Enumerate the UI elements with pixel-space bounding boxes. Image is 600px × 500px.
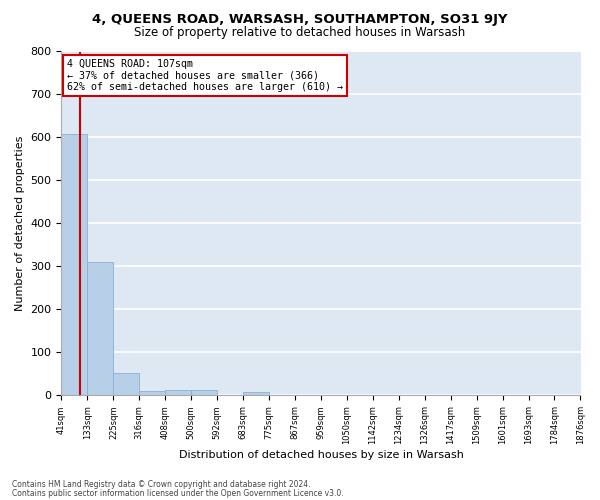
Text: 4, QUEENS ROAD, WARSASH, SOUTHAMPTON, SO31 9JY: 4, QUEENS ROAD, WARSASH, SOUTHAMPTON, SO… (92, 12, 508, 26)
Bar (139, 390, 165, 396)
Y-axis label: Number of detached properties: Number of detached properties (15, 136, 25, 311)
Bar (113, 373, 139, 396)
Bar (61, 134, 88, 396)
Bar (243, 392, 269, 396)
X-axis label: Distribution of detached houses by size in Warsash: Distribution of detached houses by size … (179, 450, 463, 460)
Text: Size of property relative to detached houses in Warsash: Size of property relative to detached ho… (134, 26, 466, 39)
Bar (88, 262, 113, 396)
Text: Contains HM Land Registry data © Crown copyright and database right 2024.: Contains HM Land Registry data © Crown c… (12, 480, 311, 489)
Text: Contains public sector information licensed under the Open Government Licence v3: Contains public sector information licen… (12, 488, 344, 498)
Text: 4 QUEENS ROAD: 107sqm
← 37% of detached houses are smaller (366)
62% of semi-det: 4 QUEENS ROAD: 107sqm ← 37% of detached … (67, 58, 343, 92)
Bar (191, 390, 217, 396)
Bar (165, 390, 191, 396)
